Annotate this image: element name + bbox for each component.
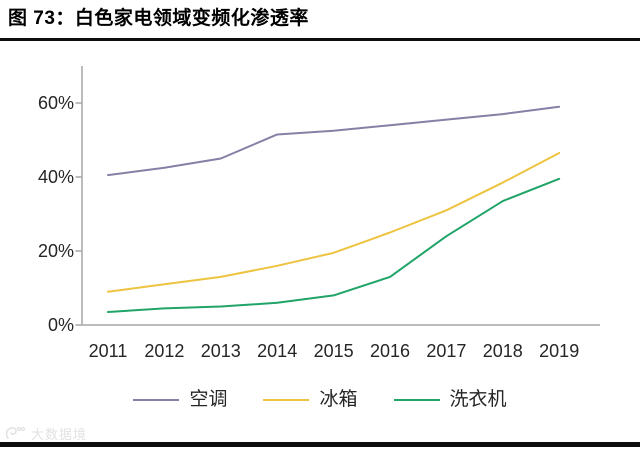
x-tick-label: 2018 [482, 341, 523, 361]
x-tick-label: 2014 [257, 341, 298, 361]
series-line-2 [107, 177, 561, 314]
y-axis-ticks [75, 102, 82, 326]
legend-item-0: 空调 [133, 388, 227, 412]
series-line-0 [107, 105, 561, 177]
y-tick-label: 60% [37, 93, 74, 113]
x-tick-label: 2011 [88, 341, 128, 361]
bottom-border [0, 442, 640, 447]
y-tick-label: 40% [37, 167, 74, 187]
y-tick-label: 20% [37, 241, 74, 261]
watermark-text: 大数据境 [31, 427, 88, 442]
y-tick-label: 0% [47, 315, 74, 335]
x-tick-label: 2019 [539, 341, 580, 361]
x-tick-label: 2017 [426, 341, 467, 361]
chart-series [107, 105, 561, 314]
legend-line-swatch [393, 399, 440, 401]
legend-item-2: 洗衣机 [393, 388, 507, 412]
x-tick-label: 2016 [369, 341, 411, 361]
page-title: 图 73：白色家电领域变频化渗透率 [8, 8, 309, 29]
legend-label: 空调 [189, 389, 228, 410]
chart-legend: 空调 冰箱 洗衣机 [0, 386, 640, 414]
series-line-1 [107, 151, 561, 293]
legend-label: 冰箱 [319, 389, 358, 410]
x-tick-label: 2015 [313, 341, 354, 361]
x-tick-label: 2013 [200, 341, 241, 361]
legend-line-swatch [263, 399, 310, 401]
legend-line-swatch [133, 399, 180, 401]
title-divider [0, 38, 640, 41]
legend-label: 洗衣机 [449, 389, 507, 410]
watermark: 大数据境 [4, 425, 87, 442]
watermark-logo-icon [5, 426, 26, 439]
x-tick-label: 2012 [144, 341, 185, 361]
legend-item-1: 冰箱 [263, 388, 358, 412]
